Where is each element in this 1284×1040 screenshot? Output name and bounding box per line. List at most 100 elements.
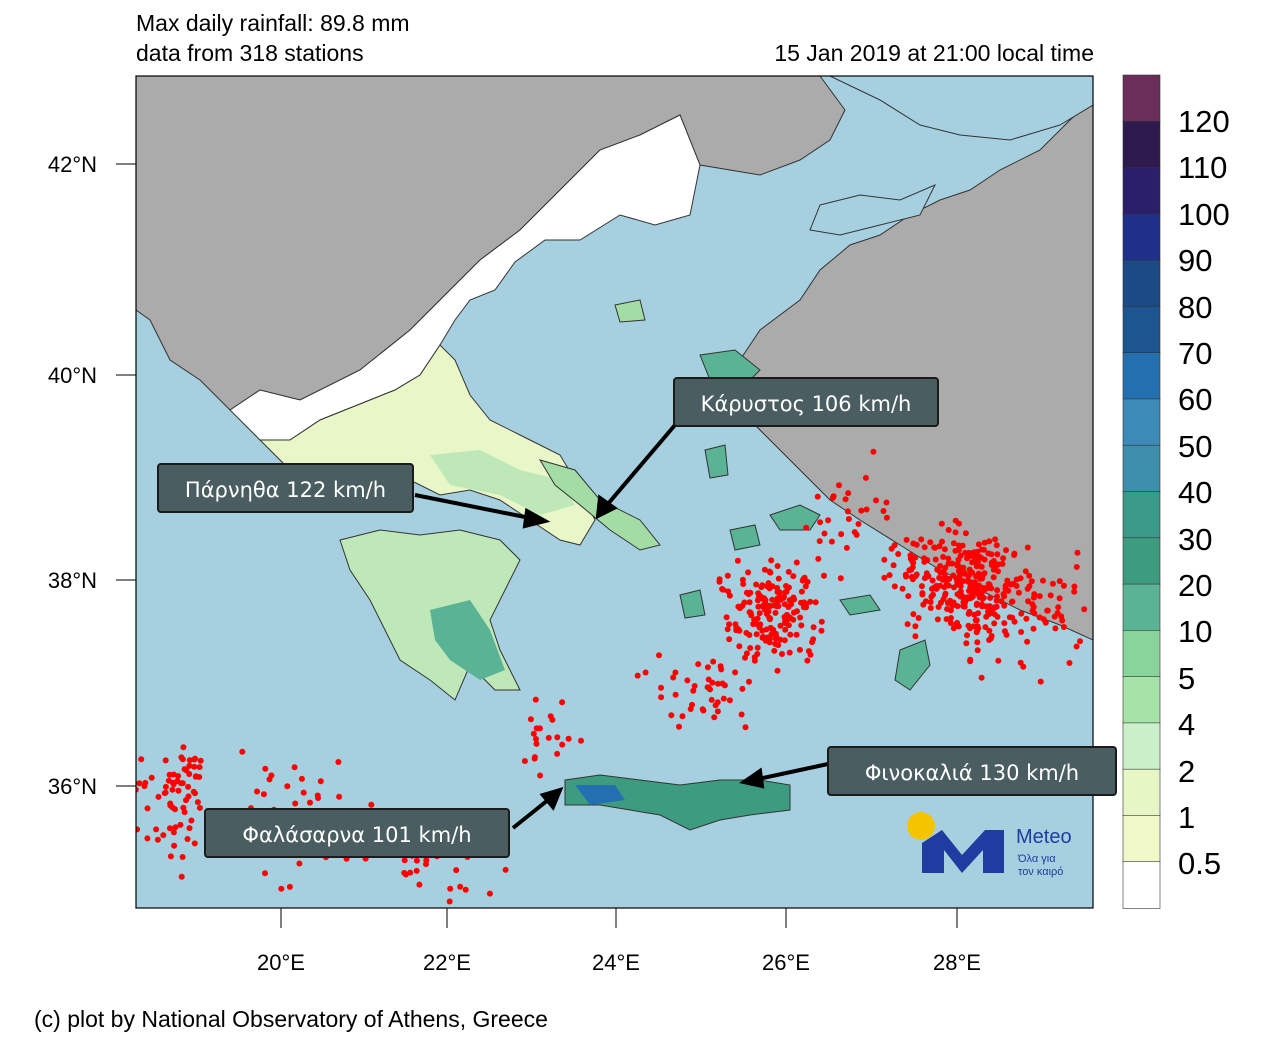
lightning-strike [950, 572, 957, 579]
lightning-strike [980, 546, 987, 553]
lightning-strike [757, 621, 764, 628]
colorbar-swatch [1122, 722, 1161, 770]
lightning-strike [793, 631, 800, 638]
annotation-falasarna: Φαλάσαρνα 101 km/h [204, 808, 510, 858]
lightning-strike [1073, 643, 1080, 650]
lightning-strike [973, 617, 980, 624]
lightning-strike [167, 853, 174, 860]
lightning-strike [766, 568, 773, 575]
lightning-strike [136, 786, 139, 793]
colorbar [1122, 74, 1161, 909]
lon-label-24: 24°E [592, 950, 640, 975]
lightning-strike [196, 764, 203, 771]
lightning-strike [196, 804, 203, 811]
lightning-strike [927, 599, 934, 606]
lightning-strike [992, 536, 999, 543]
lightning-strike [932, 556, 939, 563]
lightning-strike [726, 592, 733, 599]
lightning-strike [766, 639, 773, 646]
colorbar-swatch [1122, 167, 1161, 215]
lightning-strike [533, 736, 539, 742]
lightning-strike [936, 574, 943, 581]
lightning-strike [754, 644, 761, 651]
lightning-strike [136, 826, 141, 833]
lightning-strike [167, 825, 173, 832]
annotation-karystos: Κάρυστος 106 km/h [673, 377, 939, 427]
lightning-strike [768, 557, 775, 564]
lightning-strike [1015, 589, 1022, 596]
lightning-strike [965, 610, 972, 617]
lightning-strike [987, 594, 994, 601]
lightning-strike [502, 866, 509, 873]
lightning-strike [798, 588, 805, 595]
colorbar-label-80: 80 [1178, 290, 1212, 325]
lightning-strike [739, 576, 746, 583]
colorbar-swatch [1122, 444, 1161, 493]
lightning-strike [298, 775, 305, 782]
lightning-strike [162, 757, 169, 764]
skyros-island [704, 444, 729, 479]
colorbar-label-40: 40 [1178, 475, 1212, 510]
lightning-strike [715, 680, 721, 687]
lightning-strike [1001, 602, 1008, 609]
lightning-strike [942, 564, 949, 571]
lightning-strike [530, 730, 537, 737]
lightning-strike [559, 741, 566, 748]
lightning-strike [880, 508, 887, 514]
lightning-strike [966, 571, 973, 578]
lightning-strike [938, 520, 945, 527]
lightning-strike [777, 622, 784, 629]
lightning-strike [988, 633, 995, 639]
lightning-strike [975, 570, 982, 577]
lat-label-40: 40°N [48, 363, 97, 388]
lightning-strike [1026, 572, 1033, 579]
lightning-strike [912, 633, 919, 640]
lightning-strike [965, 578, 972, 584]
lightning-strike [172, 824, 179, 831]
lightning-strike [945, 527, 952, 533]
lightning-strike [790, 573, 797, 580]
lightning-strike [167, 800, 174, 807]
lightning-strike [1056, 578, 1063, 585]
lightning-strike [955, 568, 962, 575]
colorbar-label-110: 110 [1178, 150, 1227, 185]
lightning-strike [785, 568, 792, 575]
lightning-strike [918, 536, 925, 543]
lightning-strike [769, 596, 776, 603]
lightning-strike [891, 542, 898, 549]
lightning-strike [1054, 610, 1061, 616]
lightning-strike [937, 563, 944, 569]
lightning-strike [1011, 618, 1018, 625]
lightning-strike [747, 645, 754, 651]
lightning-strike [883, 499, 890, 506]
lightning-strike [998, 598, 1005, 605]
lightning-strike [1025, 598, 1032, 605]
lightning-strike [714, 708, 721, 715]
colorbar-swatch [1122, 537, 1161, 585]
lightning-strike [918, 583, 925, 590]
lightning-strike [291, 764, 298, 771]
lightning-strike [1066, 660, 1073, 666]
colorbar-swatch [1122, 676, 1161, 724]
lightning-strike [973, 602, 980, 608]
lightning-strike [1013, 583, 1020, 589]
arrow-karystos [605, 423, 677, 507]
lightning-strike [672, 669, 679, 676]
colorbar-swatch [1122, 768, 1161, 817]
lightning-strike [1074, 549, 1081, 556]
lightning-strike [836, 482, 842, 489]
lightning-strike [759, 634, 766, 641]
lightning-strike [774, 595, 781, 602]
lightning-strike [711, 714, 718, 721]
lightning-strike [756, 610, 763, 617]
lightning-strike [453, 867, 460, 874]
lightning-strike [668, 712, 675, 719]
lightning-strike [975, 610, 982, 617]
colorbar-swatch [1122, 815, 1161, 863]
lightning-strike [278, 885, 285, 892]
lightning-strike [755, 590, 762, 597]
lightning-strike [191, 840, 198, 847]
colorbar-label-2: 2 [1178, 754, 1195, 789]
lightning-strike [853, 531, 860, 538]
lightning-strike [974, 627, 981, 634]
